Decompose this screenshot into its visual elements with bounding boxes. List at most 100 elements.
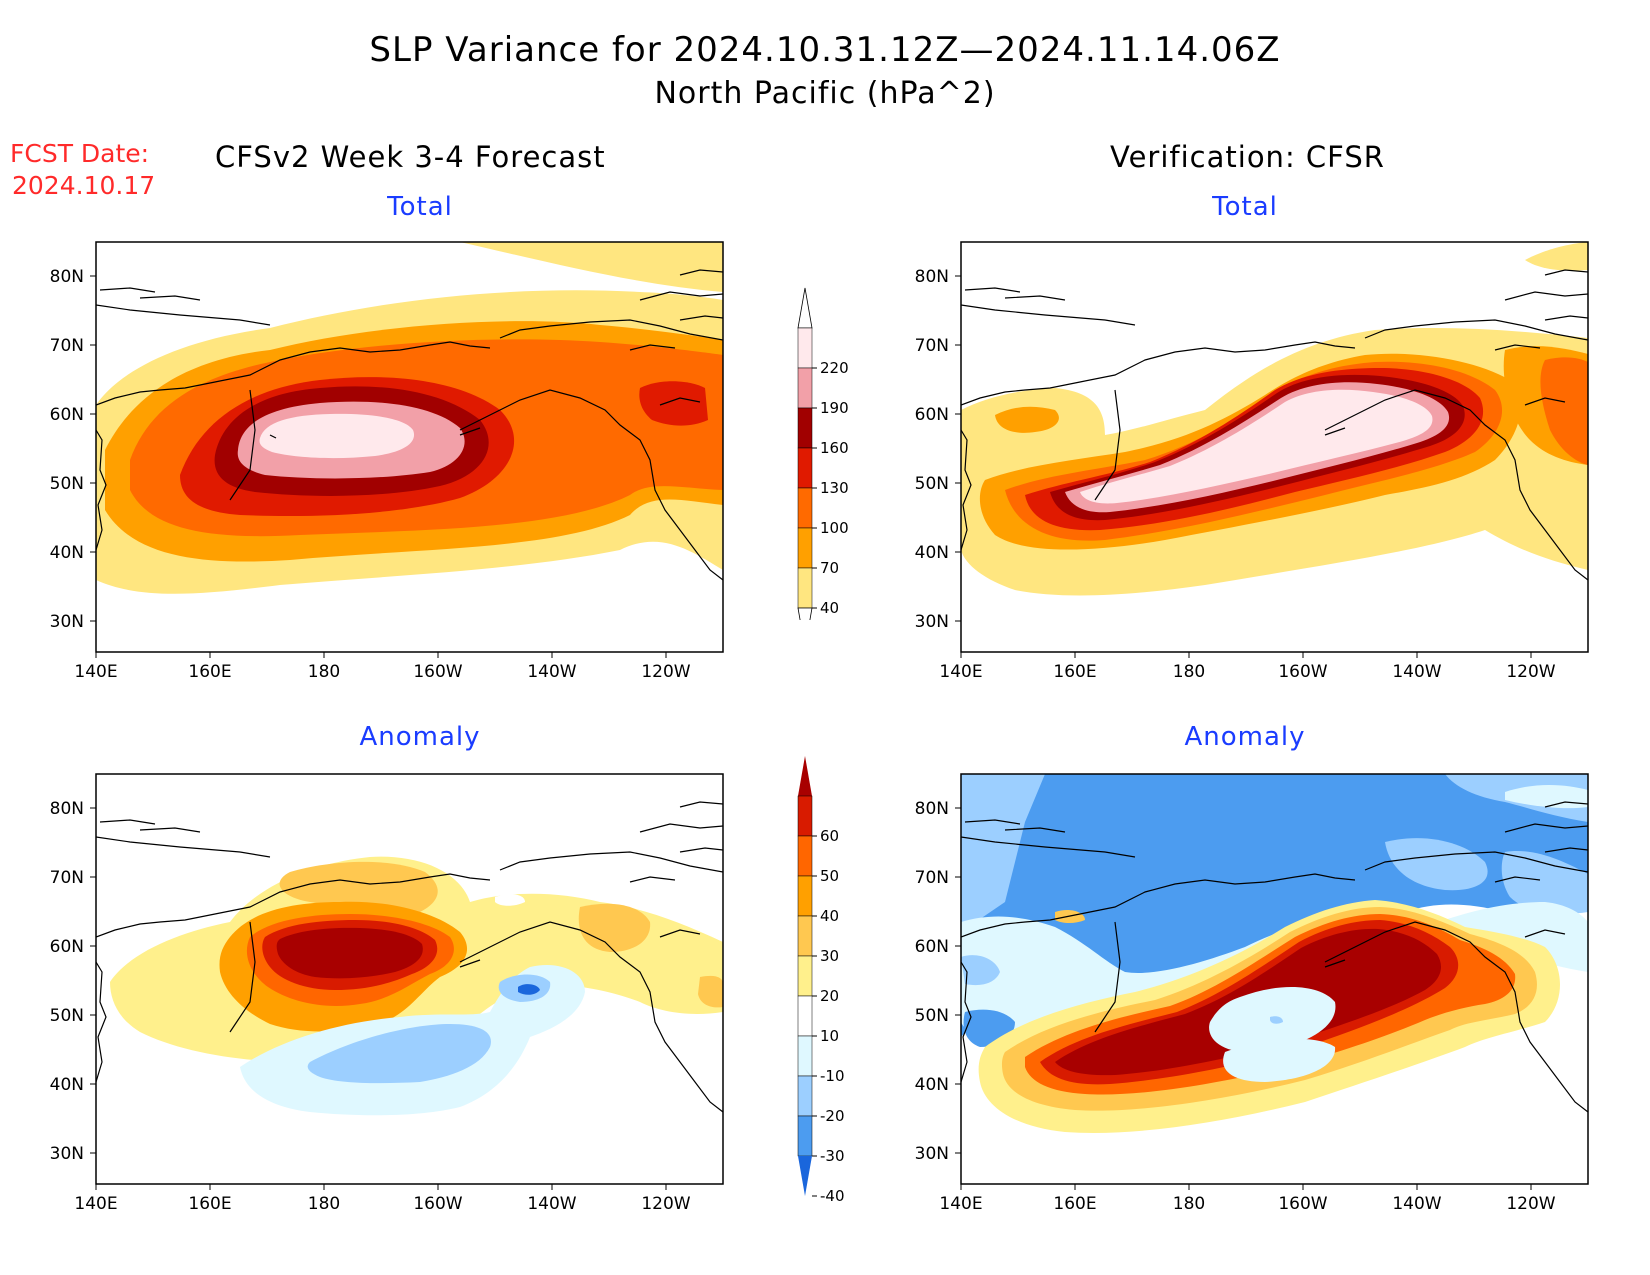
- fcst-date-value: 2024.10.17: [12, 171, 156, 200]
- colorbar-top-arrow: [798, 756, 812, 796]
- lon-label: 160E: [188, 662, 231, 682]
- lon-label: 140W: [1392, 662, 1441, 682]
- colorbar-swatch: [797, 447, 813, 489]
- panel-title-verification-total: Total: [1212, 192, 1278, 222]
- lat-label: 40N: [50, 543, 84, 563]
- verification-anomaly-map: 80N 70N 60N 50N 40N 30N 140E 160E 180 16…: [915, 773, 1589, 1214]
- lat-label: 80N: [50, 799, 84, 819]
- colorbar-label: 130: [820, 479, 849, 497]
- lat-label: 40N: [50, 1075, 84, 1095]
- lat-label: 60N: [915, 405, 949, 425]
- lon-label: 180: [1173, 662, 1205, 682]
- lon-label: 180: [308, 662, 340, 682]
- colorbar-swatch: [797, 367, 813, 409]
- colorbar-label: -40: [820, 1187, 845, 1205]
- lon-label: 140E: [939, 1194, 982, 1214]
- lon-label: 140W: [527, 662, 576, 682]
- lat-label: 50N: [915, 474, 949, 494]
- colorbar-swatch: [797, 1115, 813, 1157]
- verification-total-map: 80N 70N 60N 50N 40N 30N 140E 160E 180 16…: [915, 241, 1589, 682]
- forecast-anomaly-map: 80N 70N 60N 50N 40N 30N 140E 160E 180 16…: [50, 773, 724, 1214]
- lon-label: 140E: [939, 662, 982, 682]
- colorbar-label: 40: [820, 599, 839, 617]
- lat-label: 30N: [50, 612, 84, 632]
- lat-label: 80N: [915, 267, 949, 287]
- lon-label: 140W: [1392, 1194, 1441, 1214]
- colorbar-swatch: [797, 407, 813, 449]
- lat-label: 70N: [915, 336, 949, 356]
- lon-label: 180: [1173, 1194, 1205, 1214]
- lat-label: 50N: [50, 474, 84, 494]
- lat-label: 30N: [915, 1144, 949, 1164]
- colorbar-swatch: [797, 955, 813, 997]
- lat-label: 30N: [50, 1144, 84, 1164]
- colorbar-swatch: [797, 995, 813, 1037]
- lat-label: 40N: [915, 543, 949, 563]
- fcst-date-label: FCST Date:: [10, 139, 150, 168]
- colorbar-label: -20: [820, 1107, 845, 1125]
- lon-label: 160W: [1278, 1194, 1327, 1214]
- colorbar-swatch: [797, 835, 813, 877]
- lon-label: 160E: [188, 1194, 231, 1214]
- colorbar-swatch: [797, 1035, 813, 1077]
- colorbar-swatch: [797, 1075, 813, 1117]
- panel-title-forecast-total: Total: [387, 192, 453, 222]
- colorbar-label: -10: [820, 1067, 845, 1085]
- lat-label: 60N: [50, 405, 84, 425]
- lat-label: 60N: [50, 937, 84, 957]
- colorbar-swatch: [797, 527, 813, 569]
- colorbar-label: 60: [820, 827, 839, 845]
- lon-label: 140W: [527, 1194, 576, 1214]
- colorbar-label: -30: [820, 1147, 845, 1165]
- colorbar-label: 40: [820, 907, 839, 925]
- lat-label: 80N: [915, 799, 949, 819]
- colorbar-label: 10: [820, 1027, 839, 1045]
- lon-label: 160W: [413, 662, 462, 682]
- panel-title-verification-anomaly: Anomaly: [1184, 722, 1306, 752]
- lon-label: 160E: [1053, 662, 1096, 682]
- forecast-total-map: 80N 70N 60N 50N 40N 30N 140E 160E 180 16…: [50, 241, 724, 682]
- colorbar-bottom-arrow: [798, 1156, 812, 1196]
- colorbar-bottom-arrow: [797, 607, 813, 620]
- forecast-column-title: CFSv2 Week 3-4 Forecast: [215, 140, 606, 174]
- page-subtitle: North Pacific (hPa^2): [654, 76, 996, 111]
- lon-label: 120W: [641, 1194, 690, 1214]
- colorbar-label: 30: [820, 947, 839, 965]
- lat-label: 40N: [915, 1075, 949, 1095]
- lon-label: 140E: [74, 1194, 117, 1214]
- lat-label: 60N: [915, 937, 949, 957]
- colorbar-swatch: [797, 487, 813, 529]
- colorbar-top-arrow: [797, 287, 813, 329]
- lat-label: 30N: [915, 612, 949, 632]
- colorbar-swatch: [797, 795, 813, 837]
- colorbar-label: 160: [820, 439, 849, 457]
- lat-label: 70N: [915, 868, 949, 888]
- lon-label: 180: [308, 1194, 340, 1214]
- lon-label: 120W: [1506, 1194, 1555, 1214]
- colorbar-label: 190: [820, 399, 849, 417]
- anomaly-colorbar: 60 50 40 30 20 10 -10 -20 -30 -40: [797, 756, 845, 1205]
- total-colorbar: 220 190 160 130 100 70 40: [797, 287, 849, 620]
- colorbar-swatch: [797, 327, 813, 369]
- lon-label: 140E: [74, 662, 117, 682]
- lon-label: 120W: [641, 662, 690, 682]
- colorbar-label: 70: [820, 559, 839, 577]
- colorbar-label: 50: [820, 867, 839, 885]
- colorbar-label: 100: [820, 519, 849, 537]
- colorbar-swatch: [797, 875, 813, 917]
- lon-label: 160E: [1053, 1194, 1096, 1214]
- panel-title-forecast-anomaly: Anomaly: [359, 722, 481, 752]
- colorbar-label: 20: [820, 987, 839, 1005]
- lat-label: 80N: [50, 267, 84, 287]
- lat-label: 50N: [915, 1006, 949, 1026]
- lat-label: 50N: [50, 1006, 84, 1026]
- page-title: SLP Variance for 2024.10.31.12Z—2024.11.…: [369, 30, 1281, 70]
- colorbar-swatch: [797, 567, 813, 609]
- lat-label: 70N: [50, 868, 84, 888]
- lon-label: 160W: [413, 1194, 462, 1214]
- lon-label: 160W: [1278, 662, 1327, 682]
- colorbar-swatch: [797, 915, 813, 957]
- lat-label: 70N: [50, 336, 84, 356]
- colorbar-label: 220: [820, 359, 849, 377]
- verification-column-title: Verification: CFSR: [1110, 140, 1385, 174]
